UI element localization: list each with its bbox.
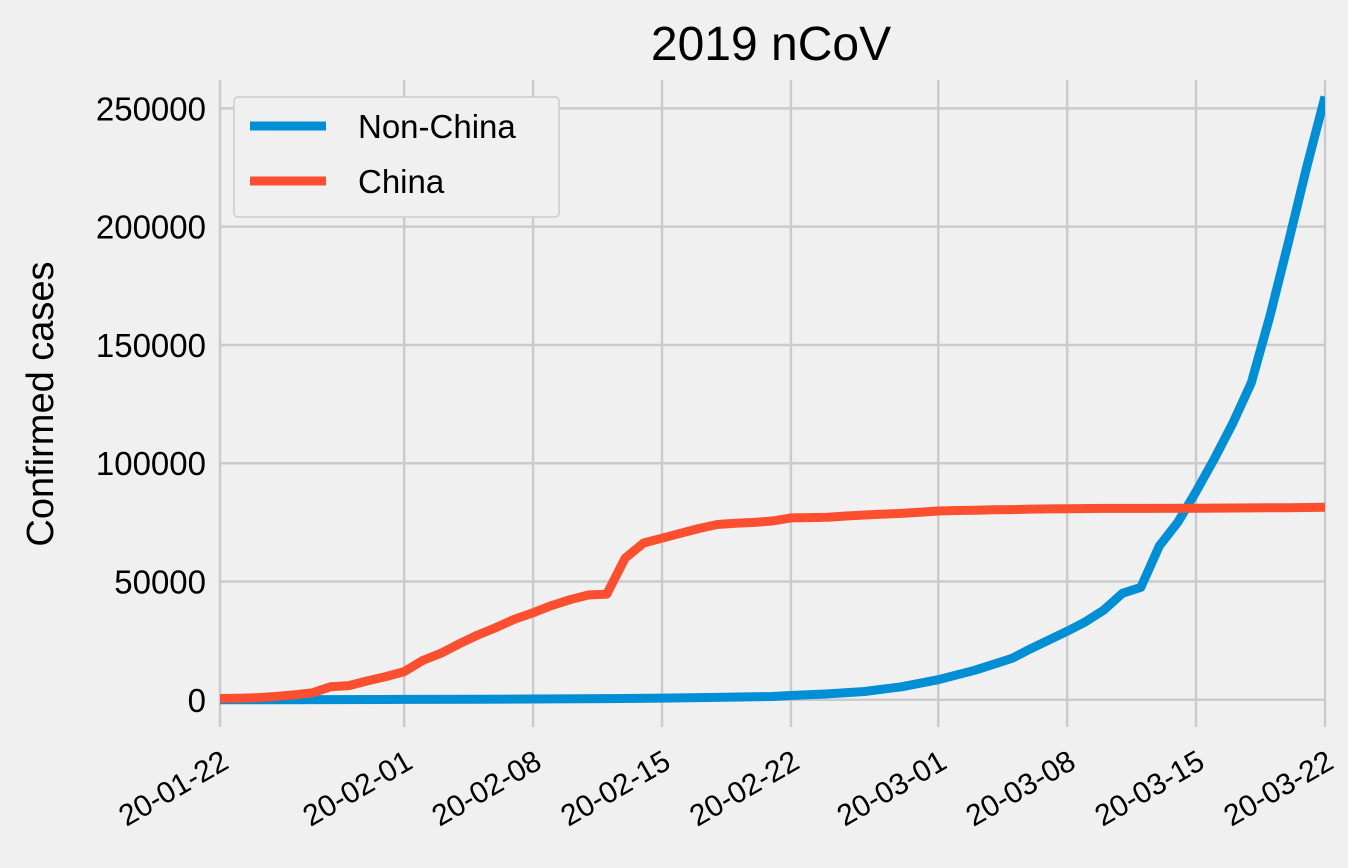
legend-label-non-china: Non-China — [358, 108, 516, 145]
y-tick-label: 250000 — [96, 90, 206, 127]
chart-title: 2019 nCoV — [651, 18, 891, 71]
y-tick-label: 200000 — [96, 209, 206, 246]
y-tick-label: 150000 — [96, 327, 206, 364]
series-line-non-china — [220, 95, 1325, 705]
y-tick-label: 50000 — [114, 564, 206, 601]
y-axis-label: Confirmed cases — [20, 261, 62, 546]
plot-lines — [220, 95, 1325, 705]
y-tick-label: 100000 — [96, 445, 206, 482]
series-line-china — [220, 502, 1325, 703]
legend: Non-China China — [233, 96, 560, 218]
legend-label-china: China — [358, 163, 445, 200]
y-axis-ticks: 0 50000 100000 150000 200000 250000 — [96, 90, 206, 718]
y-tick-label: 0 — [188, 682, 206, 719]
